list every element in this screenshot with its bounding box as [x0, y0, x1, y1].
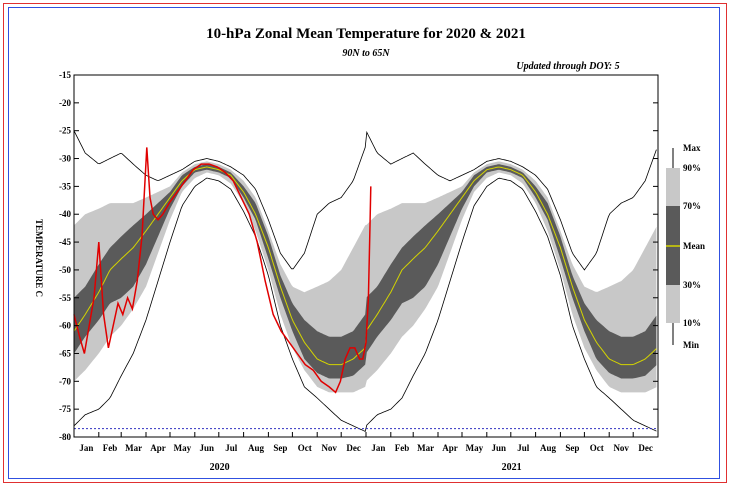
- chart-title: 10-hPa Zonal Mean Temperature for 2020 &…: [206, 26, 526, 42]
- x-tick-label: Apr: [442, 443, 458, 453]
- y-tick-label: -75: [59, 404, 71, 414]
- x-tick-label: May: [174, 443, 192, 453]
- x-tick-label: Mar: [417, 443, 434, 453]
- x-tick-label: Mar: [125, 443, 142, 453]
- plot-area: [73, 130, 658, 432]
- y-tick-label: -65: [59, 348, 71, 358]
- legend-label: Min: [683, 340, 699, 350]
- legend-label: Mean: [683, 241, 705, 251]
- chart-subtitle: 90N to 65N: [342, 48, 390, 59]
- legend-label: 30%: [683, 280, 701, 290]
- y-tick-label: -35: [59, 181, 71, 191]
- x-tick-label: Sep: [565, 443, 579, 453]
- band-10-90: [74, 161, 657, 393]
- x-tick-label: Nov: [613, 443, 629, 453]
- x-tick-label: Jun: [492, 443, 507, 453]
- band-30-70: [74, 164, 657, 379]
- y-tick-label: -55: [59, 293, 71, 303]
- x-tick-label: Apr: [150, 443, 166, 453]
- observed-line: [73, 147, 372, 394]
- x-tick-label: Dec: [638, 443, 653, 453]
- x-tick-label: May: [466, 443, 484, 453]
- y-tick-label: -70: [59, 376, 71, 386]
- legend-label: 10%: [683, 318, 701, 328]
- x-tick-label: Feb: [103, 443, 118, 453]
- outer-frame: [3, 3, 727, 483]
- update-note: Updated through DOY: 5: [516, 61, 619, 72]
- y-tick-label: -25: [59, 126, 71, 136]
- y-tick-label: -30: [59, 154, 71, 164]
- min-line: [73, 177, 657, 432]
- x-tick-label: Nov: [321, 443, 337, 453]
- y-tick-label: -20: [59, 98, 71, 108]
- legend-label: 90%: [683, 163, 701, 173]
- max-line: [73, 130, 657, 271]
- axes: -15 -20 -25 -30 -35 -40 -45 -50 -55 -60 -65 -70 -75 -…: [59, 70, 659, 473]
- legend: Max 90% 70% Mean 30% 10% Min: [666, 143, 705, 350]
- x-tick-label: Oct: [298, 443, 312, 453]
- year-label: 2020: [210, 462, 230, 473]
- y-tick-label: -15: [59, 70, 71, 80]
- x-tick-label: Jan: [371, 443, 385, 453]
- x-tick-label: Aug: [248, 443, 265, 453]
- x-tick-label: Oct: [590, 443, 604, 453]
- x-tick-label: Jun: [200, 443, 215, 453]
- x-tick-label: Dec: [346, 443, 361, 453]
- x-tick-label: Sep: [273, 443, 287, 453]
- x-tick-label: Jul: [225, 443, 238, 453]
- x-tick-label: Jan: [79, 443, 93, 453]
- legend-label: 70%: [683, 201, 701, 211]
- y-tick-label: -80: [59, 432, 71, 442]
- y-tick-label: -45: [59, 237, 71, 247]
- x-tick-label: Jul: [517, 443, 530, 453]
- inner-frame: [8, 7, 720, 479]
- y-tick-label: -60: [59, 321, 71, 331]
- y-axis-label: TEMPERATURE C: [34, 219, 44, 297]
- y-tick-label: -50: [59, 265, 71, 275]
- legend-label: Max: [683, 143, 701, 153]
- x-tick-label: Feb: [395, 443, 410, 453]
- year-label: 2021: [502, 462, 522, 473]
- y-tick-label: -40: [59, 209, 71, 219]
- x-tick-label: Aug: [540, 443, 557, 453]
